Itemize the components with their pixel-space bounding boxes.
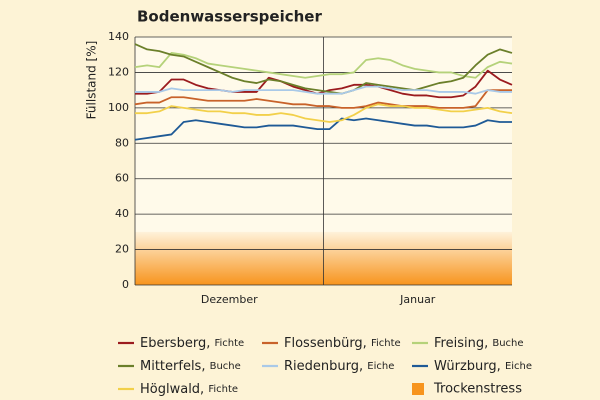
series-line bbox=[135, 103, 513, 123]
y-axis-label: Füllstand [%] bbox=[85, 41, 99, 120]
chart-title: Bodenwasserspeicher bbox=[137, 8, 322, 26]
legend-label: Trockenstress bbox=[433, 382, 522, 397]
series-line bbox=[134, 117, 512, 141]
legend-label: Mitterfels, Buche bbox=[140, 359, 241, 374]
series-line bbox=[134, 43, 513, 95]
legend-label: Riedenburg, Eiche bbox=[284, 359, 394, 374]
y-tick-label: 40 bbox=[115, 207, 129, 220]
y-tick-label: 20 bbox=[115, 243, 129, 256]
legend-label: Höglwald, Fichte bbox=[140, 382, 238, 397]
legend-label: Flossenbürg, Fichte bbox=[284, 336, 401, 351]
y-tick-label: 100 bbox=[108, 101, 129, 114]
legend-label: Freising, Buche bbox=[434, 336, 524, 351]
x-tick-label: Dezember bbox=[201, 293, 258, 306]
legend-swatch bbox=[412, 383, 424, 395]
y-tick-label: 140 bbox=[108, 30, 129, 43]
legend-label: Würzburg, Eiche bbox=[434, 359, 532, 374]
y-tick-label: 0 bbox=[122, 278, 129, 291]
series-line bbox=[134, 89, 512, 109]
y-tick-label: 120 bbox=[108, 65, 129, 78]
y-tick-label: 60 bbox=[115, 172, 129, 185]
series-line bbox=[135, 85, 512, 95]
x-tick-label: Januar bbox=[399, 293, 436, 306]
y-tick-label: 80 bbox=[115, 136, 129, 149]
series-line bbox=[134, 52, 513, 79]
legend-label: Ebersberg, Fichte bbox=[140, 336, 244, 351]
